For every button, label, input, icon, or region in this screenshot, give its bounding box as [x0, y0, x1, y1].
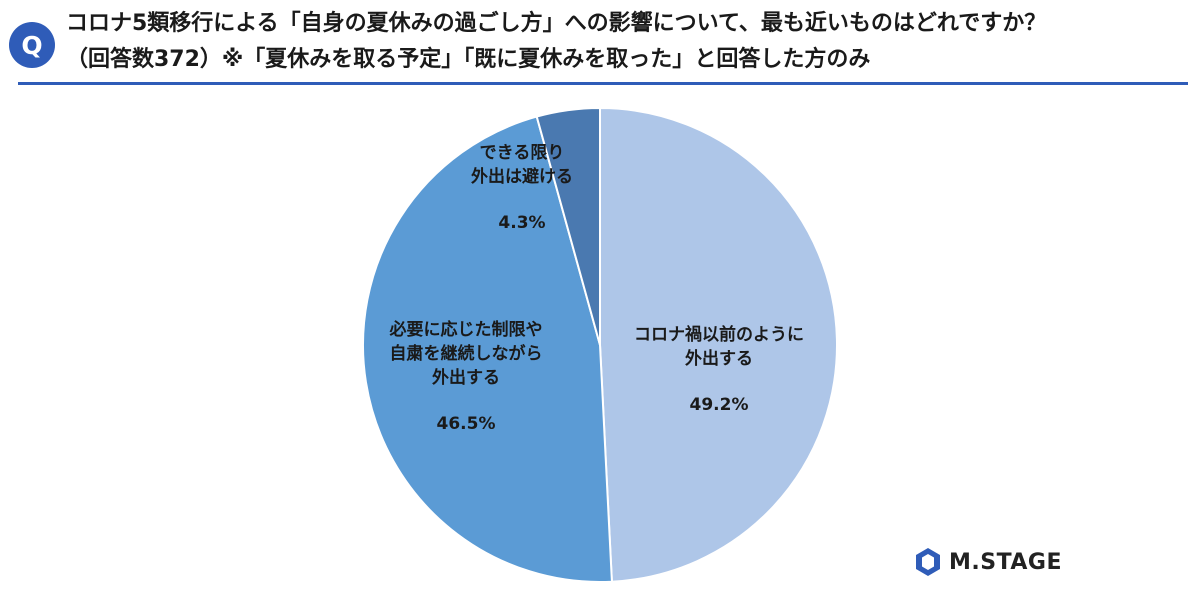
slice-value-1: 49.2%	[690, 395, 749, 415]
slice-label-1-line-2: 外出する	[685, 348, 753, 369]
pie-slice-1	[599, 106, 838, 583]
header-divider	[18, 82, 1188, 85]
pie-slice-3	[535, 106, 601, 346]
slice-label-2-line-1: 必要に応じた制限や	[389, 319, 543, 340]
question-line-1: コロナ5類移行による「自身の夏休みの過ごし方」への影響について、最も近いものはど…	[66, 11, 1047, 36]
slice-label-2-line-3: 外出する	[432, 367, 500, 388]
brand-logo: M.STAGE	[915, 544, 1062, 580]
question-header: Q コロナ5類移行による「自身の夏休みの過ごし方」への影響について、最も近いもの…	[0, 0, 1200, 85]
question-badge: Q	[9, 22, 55, 68]
pie-slice-2	[361, 115, 613, 583]
brand-name: M.STAGE	[949, 549, 1063, 575]
hexagon-logo-icon	[916, 548, 940, 576]
question-text: コロナ5類移行による「自身の夏休みの過ごし方」への影響について、最も近いものはど…	[66, 6, 1196, 78]
slice-label-3-line-1: できる限り	[480, 143, 565, 163]
slice-value-3: 4.3%	[498, 213, 545, 233]
slice-label-2-line-2: 自粛を継続しながら	[390, 343, 543, 364]
slice-label-3-line-2: 外出は避ける	[471, 166, 573, 187]
slice-label-1-line-1: コロナ禍以前のように	[634, 324, 804, 345]
question-line-2: （回答数372）※「夏休みを取る予定」「既に夏休みを取った」と回答した方のみ	[66, 47, 871, 72]
slice-value-2: 46.5%	[437, 414, 496, 434]
